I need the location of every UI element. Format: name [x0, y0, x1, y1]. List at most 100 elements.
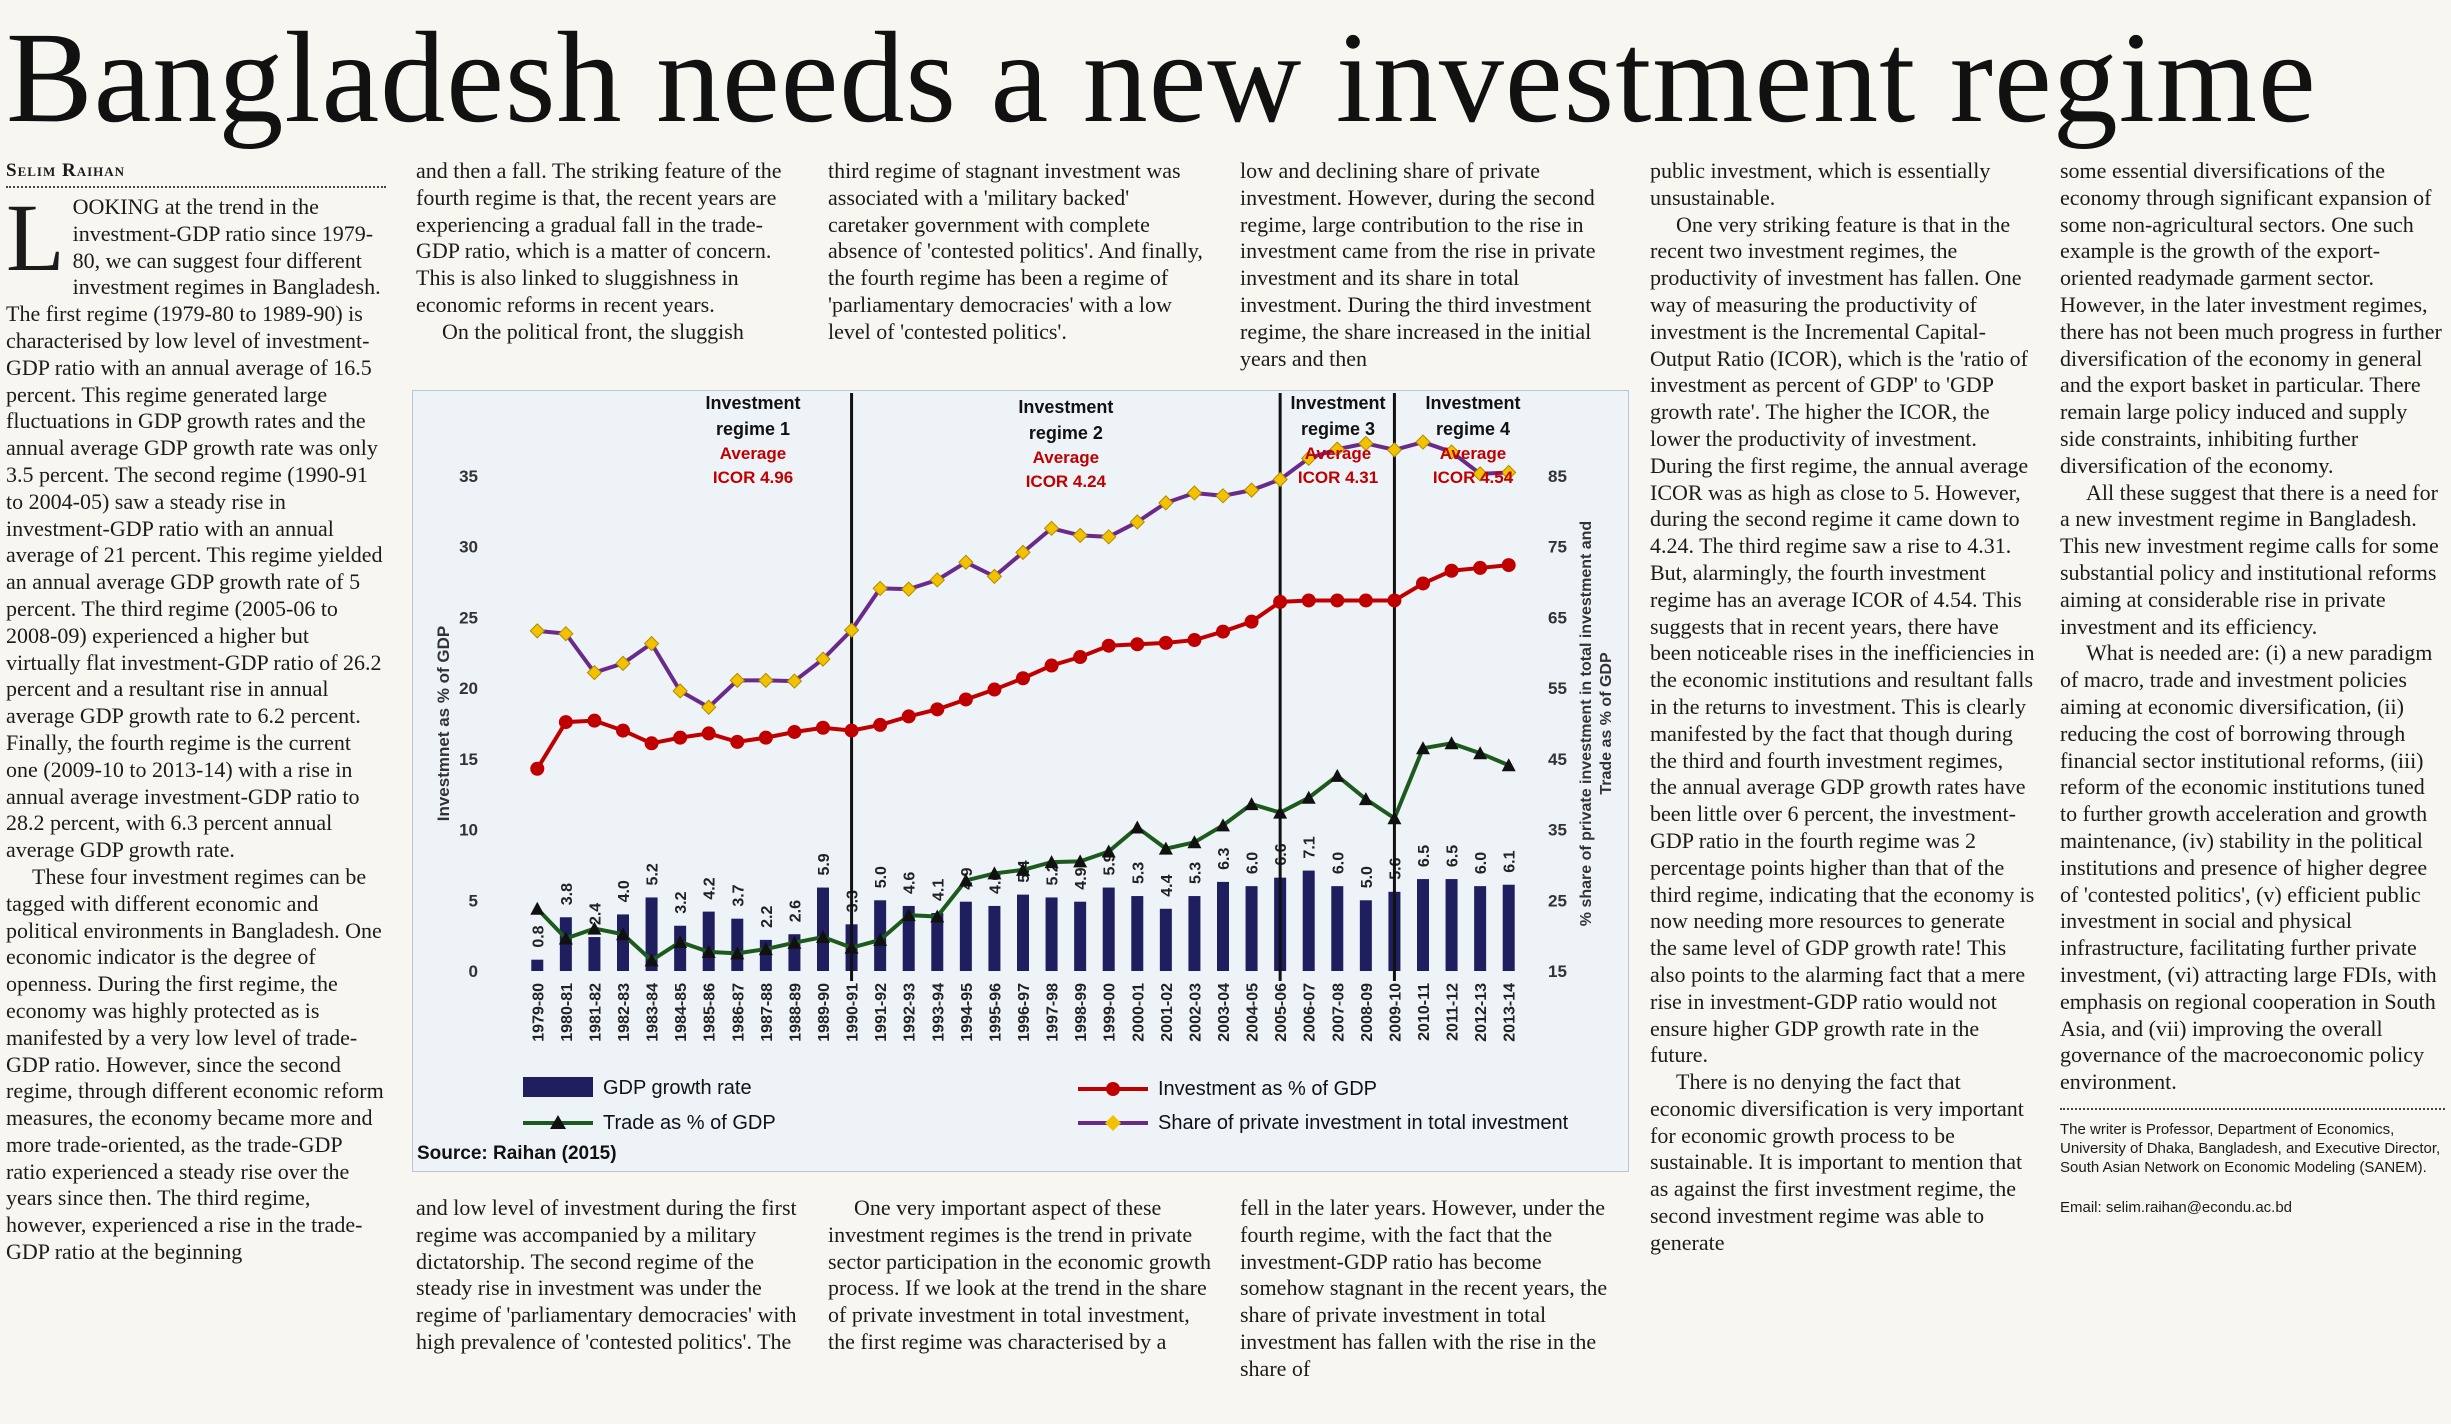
article-column-5: public investment, which is essentially … [1650, 158, 2035, 1257]
right-axis-tick-label: 35 [1548, 821, 1567, 840]
writer-email[interactable]: Email: selim.raihan@econdu.ac.bd [2060, 1198, 2293, 1216]
regime-average-label: Average [1033, 448, 1099, 467]
gdp-growth-bar [1474, 886, 1487, 971]
investment-marker [1016, 671, 1030, 686]
investment-marker [1501, 558, 1516, 573]
private-share-marker [1472, 466, 1488, 482]
legend-label: Share of private investment in total inv… [1158, 1112, 1569, 1134]
right-axis-tick-label: 15 [1548, 962, 1567, 981]
gdp-growth-data-label: 4.2 [702, 877, 719, 899]
gdp-growth-data-label: 6.0 [1245, 852, 1262, 874]
private-share-marker [672, 683, 688, 699]
investment-marker [1187, 633, 1202, 648]
chart-source: Source: Raihan (2015) [417, 1143, 617, 1164]
paragraph: and low level of investment during the f… [416, 1195, 797, 1354]
gdp-growth-bar [1188, 896, 1201, 971]
gdp-growth-data-label: 5.3 [1187, 862, 1204, 884]
investment-marker [558, 715, 573, 730]
gdp-growth-bar [531, 959, 544, 971]
trade-marker [1501, 758, 1516, 772]
paragraph: third regime of stagnant investment was … [828, 158, 1203, 344]
private-share-marker [843, 622, 860, 638]
right-axis-label-line2: Trade as % of GDP [1598, 652, 1615, 795]
gdp-growth-bar [1045, 897, 1058, 971]
gdp-growth-data-label: 3.2 [673, 891, 690, 913]
right-axis-tick-label: 45 [1548, 750, 1567, 769]
gdp-growth-data-label: 6.5 [1445, 845, 1462, 867]
x-axis-tick-label: 1985-86 [702, 983, 719, 1042]
gdp-growth-bar [1445, 879, 1458, 971]
gdp-growth-bar [702, 911, 715, 971]
investment-marker [987, 682, 1002, 697]
gdp-growth-data-label: 5.9 [1102, 853, 1119, 875]
investment-marker [1387, 593, 1402, 608]
x-axis-tick-label: 2005-06 [1273, 983, 1290, 1042]
trade-marker [701, 944, 716, 958]
trade-marker [644, 953, 659, 967]
gdp-growth-bar [1131, 896, 1144, 971]
regime-average-label: Average [1440, 444, 1506, 463]
trade-marker [1101, 844, 1116, 858]
gdp-growth-bar [817, 887, 829, 971]
gdp-growth-data-label: 2.6 [787, 900, 804, 922]
private-share-marker [729, 672, 745, 689]
investment-marker [1301, 593, 1316, 608]
trade-marker [1330, 768, 1345, 782]
gdp-growth-data-label: 6.3 [1216, 848, 1233, 870]
trade-marker [587, 921, 602, 935]
paragraph: and then a fall. The striking feature of… [416, 158, 782, 317]
gdp-growth-bar [1417, 879, 1429, 971]
gdp-growth-data-label: 4.6 [902, 872, 919, 894]
regime-title: Investment [705, 393, 800, 413]
paragraph: One very striking feature is that in the… [1650, 211, 2035, 1068]
paragraph: fell in the later years. However, under … [1240, 1195, 1608, 1381]
trade-marker [1073, 854, 1088, 868]
x-axis-tick-label: 1989-90 [816, 983, 833, 1042]
trade-marker [1130, 820, 1145, 834]
investment-marker [1130, 637, 1145, 652]
x-axis-tick-label: 1979-80 [530, 983, 547, 1042]
private-share-marker [1129, 514, 1145, 530]
private-share-marker [786, 673, 803, 689]
paragraph: There is no denying the fact that econom… [1650, 1069, 2024, 1255]
gdp-growth-bar [1159, 908, 1172, 971]
trade-marker [1387, 811, 1402, 825]
gdp-growth-bar [988, 905, 1001, 971]
private-share-marker [1415, 434, 1431, 450]
divider [2060, 1107, 2445, 1110]
left-axis-tick-label: 20 [459, 679, 478, 698]
private-share-marker [1186, 485, 1203, 501]
private-share-marker [1043, 520, 1060, 537]
investment-marker [1444, 563, 1459, 578]
chart-svg: 0 5 10 15 20 25 30 35 15 25 35 45 55 65 75 85 Investmnet… [417, 393, 1615, 1164]
investment-marker [1273, 594, 1288, 609]
gdp-growth-data-label: 3.8 [559, 883, 576, 905]
gdp-growth-bar [731, 918, 744, 971]
writer-note: The writer is Professor, Department of E… [2060, 1120, 2441, 1176]
gdp-growth-bar [1245, 886, 1258, 971]
x-axis-tick-label: 1987-88 [759, 983, 776, 1042]
article-column-3-top: third regime of stagnant investment was … [828, 158, 1214, 346]
paragraph: some essential diversifications of the e… [2060, 158, 2442, 478]
trade-marker [1301, 790, 1316, 804]
regime-icor-value: ICOR 4.54 [1433, 468, 1514, 487]
regime-title: Investment [1425, 393, 1520, 413]
trade-marker [1416, 741, 1430, 755]
gdp-growth-bar [1017, 894, 1029, 971]
private-share-marker [1301, 450, 1317, 467]
investment-marker [1101, 638, 1116, 653]
left-axis-label: Investmnet as % of GDP [434, 626, 453, 822]
gdp-growth-bar [1502, 884, 1515, 971]
x-axis-tick-label: 1993-94 [930, 983, 947, 1042]
gdp-growth-bar [902, 905, 915, 971]
trade-marker [1044, 855, 1059, 869]
x-axis-tick-label: 2001-02 [1159, 983, 1176, 1042]
trade-marker [1216, 818, 1230, 832]
article-column-4-top: low and declining share of private inves… [1240, 158, 1626, 372]
gdp-growth-data-label: 2.2 [759, 906, 776, 928]
right-axis-tick-label: 85 [1548, 467, 1567, 486]
legend-label: Trade as % of GDP [603, 1112, 776, 1134]
x-axis-tick-label: 2003-04 [1216, 983, 1233, 1042]
gdp-growth-bar [1074, 901, 1087, 971]
regime-title: Investment [1290, 393, 1385, 413]
